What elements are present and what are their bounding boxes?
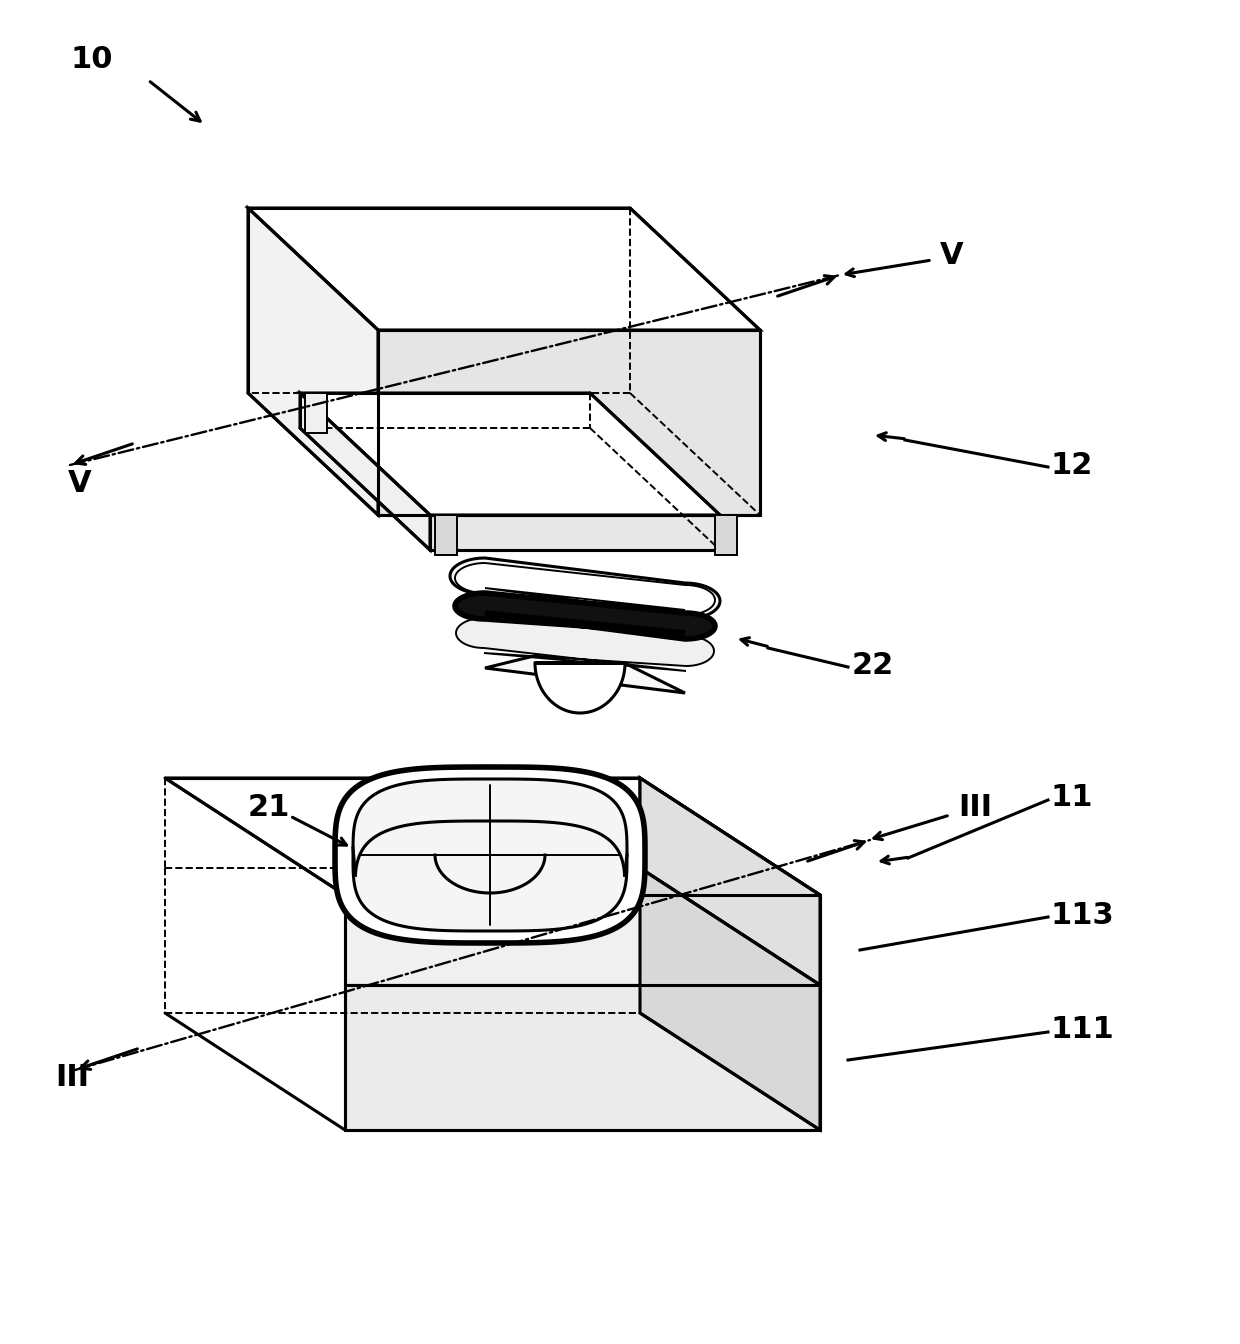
Text: 12: 12 [1050,450,1092,480]
Polygon shape [300,392,720,515]
Text: 11: 11 [1050,784,1092,813]
Polygon shape [450,558,720,694]
Polygon shape [248,208,378,515]
Polygon shape [248,208,760,331]
Polygon shape [640,868,820,1130]
Text: III: III [959,793,992,823]
Polygon shape [335,767,645,943]
Polygon shape [640,778,820,985]
Text: III: III [55,1063,89,1093]
Polygon shape [430,515,720,550]
Text: 21: 21 [248,793,290,823]
Text: 111: 111 [1050,1016,1114,1044]
Polygon shape [378,331,760,515]
Polygon shape [345,985,820,1130]
Text: 10: 10 [69,46,113,74]
Polygon shape [300,392,430,550]
Polygon shape [640,778,820,985]
Polygon shape [534,663,625,712]
Polygon shape [305,392,327,433]
Polygon shape [435,515,458,555]
Text: V: V [940,241,963,270]
Text: 22: 22 [852,650,894,680]
Polygon shape [715,515,737,555]
Polygon shape [455,563,715,616]
Polygon shape [456,618,714,671]
Polygon shape [455,593,715,638]
Polygon shape [345,895,820,985]
Text: 113: 113 [1050,900,1114,930]
Polygon shape [165,778,820,895]
Polygon shape [353,780,627,931]
Text: V: V [68,469,92,499]
